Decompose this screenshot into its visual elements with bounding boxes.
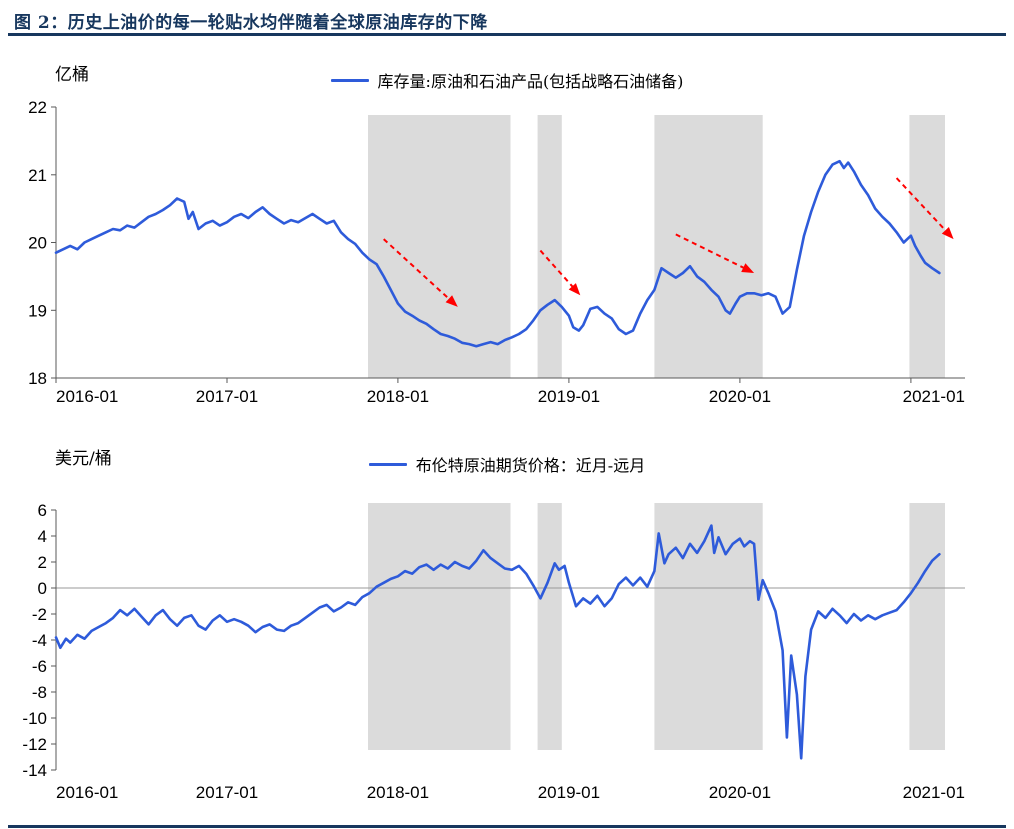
svg-text:2017-01: 2017-01 [196, 387, 258, 406]
svg-text:6: 6 [38, 501, 47, 520]
svg-text:-2: -2 [32, 605, 47, 624]
svg-text:2019-01: 2019-01 [538, 387, 600, 406]
svg-text:2016-01: 2016-01 [56, 783, 118, 802]
title-rule [8, 33, 1006, 36]
svg-text:-10: -10 [22, 709, 47, 728]
top-chart-unit-label: 亿桶 [55, 65, 89, 85]
svg-text:2019-01: 2019-01 [538, 783, 600, 802]
svg-text:-4: -4 [32, 631, 47, 650]
brent-spread-line-chart: 6 4 2 0 -2 -4 -6 -8 -10 -12 -14 2016-01 2017-01 2018-… [22, 501, 965, 802]
svg-text:-14: -14 [22, 761, 47, 780]
svg-text:20: 20 [28, 234, 47, 253]
inventory-line-chart: 22 21 20 19 18 2016-01 2017-01 2018-01 2019-01 20… [28, 98, 965, 406]
svg-text:2020-01: 2020-01 [709, 783, 771, 802]
svg-text:2018-01: 2018-01 [367, 387, 429, 406]
svg-text:22: 22 [28, 98, 47, 117]
figure-title: 图 2：历史上油价的每一轮贴水均伴随着全球原油库存的下降 [14, 13, 488, 33]
svg-text:2018-01: 2018-01 [367, 783, 429, 802]
bottom-chart-unit-label: 美元/桶 [55, 449, 112, 469]
svg-text:18: 18 [28, 369, 47, 388]
top-chart-legend: 库存量:原油和石油产品(包括战略石油储备) [0, 68, 1014, 92]
line-legend-swatch-icon [368, 462, 407, 466]
svg-text:-8: -8 [32, 683, 47, 702]
svg-text:2016-01: 2016-01 [56, 387, 118, 406]
bottom-chart-legend-label: 布伦特原油期货价格：近月-远月 [415, 456, 646, 475]
line-legend-swatch-icon [330, 78, 369, 82]
footer-rule [8, 825, 1006, 828]
top-chart-legend-label: 库存量:原油和石油产品(包括战略石油储备) [377, 72, 684, 91]
svg-text:2: 2 [38, 553, 47, 572]
svg-text:2021-01: 2021-01 [903, 387, 965, 406]
svg-text:0: 0 [38, 579, 47, 598]
svg-text:2021-01: 2021-01 [903, 783, 965, 802]
svg-text:-6: -6 [32, 657, 47, 676]
svg-text:2020-01: 2020-01 [709, 387, 771, 406]
svg-text:4: 4 [38, 527, 47, 546]
svg-text:-12: -12 [22, 735, 47, 754]
svg-text:21: 21 [28, 166, 47, 185]
svg-text:2017-01: 2017-01 [196, 783, 258, 802]
svg-text:19: 19 [28, 301, 47, 320]
bottom-chart-legend: 布伦特原油期货价格：近月-远月 [0, 452, 1014, 476]
